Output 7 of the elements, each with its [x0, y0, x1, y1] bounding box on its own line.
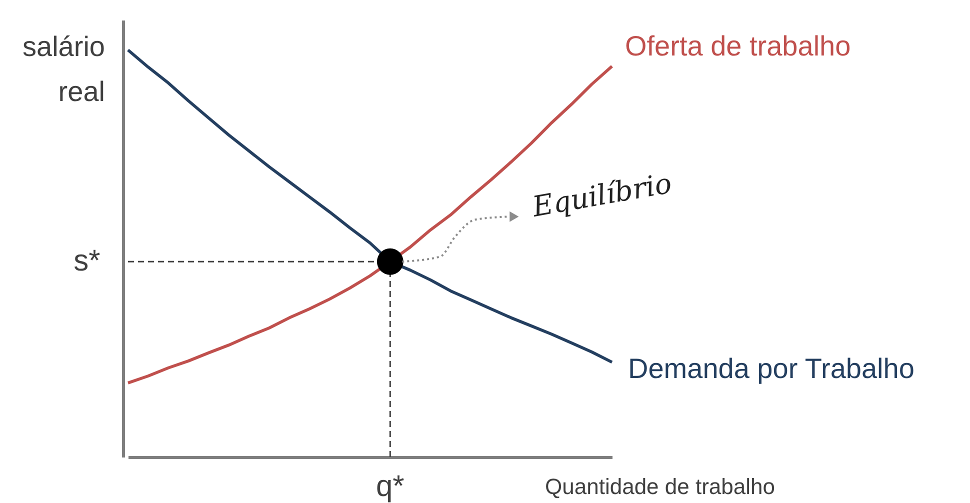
text: q* [376, 470, 405, 503]
x-axis-title: Quantidade de trabalho [545, 474, 775, 499]
ref-line-label: s* [74, 244, 101, 278]
y-axis-title: salário real [22, 31, 105, 107]
series-label: Demanda por Trabalho [628, 353, 914, 384]
annotation: Equilíbrio [529, 166, 674, 224]
series-label: Oferta de trabalho [625, 30, 851, 62]
